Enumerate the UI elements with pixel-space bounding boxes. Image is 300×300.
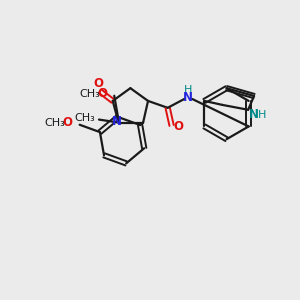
Text: H: H [184,85,193,95]
Text: N: N [183,92,193,104]
Text: N: N [112,115,122,128]
Text: O: O [173,120,184,133]
Text: O: O [63,116,73,129]
Text: O: O [93,77,103,90]
Text: CH₃: CH₃ [79,89,100,99]
Text: H: H [258,110,266,120]
Text: CH₃: CH₃ [45,118,65,128]
Text: CH₃: CH₃ [75,112,96,123]
Text: N: N [249,108,259,121]
Text: O: O [98,87,107,100]
